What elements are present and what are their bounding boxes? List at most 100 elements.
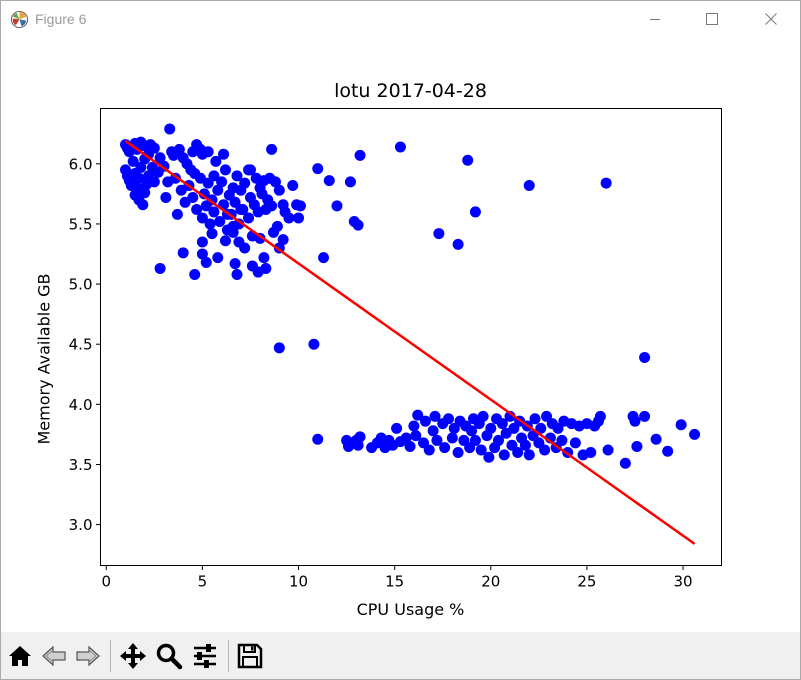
minimize-button[interactable] — [626, 0, 684, 38]
data-point — [631, 440, 643, 452]
back-icon — [42, 645, 66, 667]
data-point — [243, 164, 255, 176]
data-point — [137, 199, 149, 211]
data-point — [210, 155, 222, 167]
data-point — [318, 252, 330, 264]
data-point — [462, 154, 474, 166]
data-point — [429, 410, 441, 422]
home-button[interactable] — [4, 640, 36, 672]
data-point — [266, 143, 278, 155]
data-point — [233, 236, 245, 248]
y-tick-label: 4.5 — [69, 336, 93, 354]
x-tick-label: 5 — [198, 573, 208, 591]
data-point — [529, 413, 541, 425]
data-point — [273, 184, 285, 196]
close-button[interactable] — [742, 0, 800, 38]
y-axis-label: Memory Available GB — [34, 273, 54, 445]
forward-button[interactable] — [72, 640, 104, 672]
data-point — [191, 204, 203, 216]
data-point — [219, 235, 231, 247]
data-point — [268, 226, 280, 238]
y-tick-label: 6.0 — [69, 155, 93, 173]
data-point — [639, 351, 651, 363]
data-point — [258, 252, 270, 264]
plot-area: 0 5 10 15 20 25 30 3.0 3.5 4.0 4.5 5.0 5.5 6.0 — [69, 108, 722, 591]
toolbar-separator — [228, 640, 229, 672]
data-point — [196, 248, 208, 260]
data-point — [323, 175, 335, 187]
matplotlib-icon — [10, 10, 29, 29]
zoom-button[interactable] — [153, 640, 185, 672]
title-bar: Figure 6 — [0, 0, 801, 38]
maximize-icon — [706, 13, 718, 25]
data-point — [498, 449, 510, 461]
data-point — [585, 446, 597, 458]
data-point — [173, 143, 185, 155]
data-point — [535, 422, 547, 434]
data-point — [512, 446, 524, 458]
data-point — [202, 146, 214, 158]
data-point — [483, 451, 495, 463]
data-point — [196, 236, 208, 248]
data-point — [133, 172, 145, 184]
data-point — [139, 187, 151, 199]
data-point — [239, 177, 251, 189]
pan-icon — [120, 643, 146, 669]
data-point — [569, 437, 581, 449]
data-point — [452, 446, 464, 458]
data-point — [523, 449, 535, 461]
data-point — [204, 218, 216, 230]
data-point — [187, 191, 199, 203]
data-point — [556, 434, 568, 446]
data-point — [231, 170, 243, 182]
data-point — [218, 148, 230, 160]
configure-subplots-button[interactable] — [189, 640, 221, 672]
data-point — [154, 152, 166, 164]
back-button[interactable] — [38, 640, 70, 672]
data-point — [229, 258, 241, 270]
data-point — [227, 220, 239, 232]
data-point — [410, 430, 422, 442]
data-point — [408, 420, 420, 432]
data-point — [127, 155, 139, 167]
pan-button[interactable] — [117, 640, 149, 672]
data-point — [431, 434, 443, 446]
x-tick-label: 30 — [674, 573, 693, 591]
chart-title: lotu 2017-04-28 — [334, 80, 487, 102]
data-point — [177, 247, 189, 259]
data-point — [160, 191, 172, 203]
data-point — [287, 179, 299, 191]
data-point — [214, 216, 226, 228]
data-point — [277, 234, 289, 246]
data-point — [154, 262, 166, 274]
data-point — [312, 163, 324, 175]
data-point — [452, 238, 464, 250]
axes-frame — [100, 108, 722, 566]
data-point — [427, 425, 439, 437]
data-point — [273, 342, 285, 354]
x-tick-label: 15 — [385, 573, 404, 591]
data-point — [135, 161, 147, 173]
save-button[interactable] — [234, 640, 266, 672]
data-point — [260, 262, 272, 274]
data-point — [164, 123, 176, 135]
data-point — [266, 200, 278, 212]
save-icon — [237, 643, 263, 669]
data-point — [662, 445, 674, 457]
maximize-button[interactable] — [683, 0, 741, 38]
navigation-toolbar — [0, 632, 801, 680]
data-point — [344, 176, 356, 188]
data-point — [619, 457, 631, 469]
y-tick-label: 4.0 — [69, 396, 93, 414]
data-point — [404, 440, 416, 452]
data-point — [243, 212, 255, 224]
data-point — [475, 444, 487, 456]
data-point — [208, 170, 220, 182]
zoom-icon — [156, 643, 183, 670]
data-point — [446, 432, 458, 444]
data-point — [171, 208, 183, 220]
minimize-icon — [650, 19, 660, 20]
data-point — [231, 268, 243, 280]
data-point — [283, 212, 295, 224]
data-point — [650, 433, 662, 445]
